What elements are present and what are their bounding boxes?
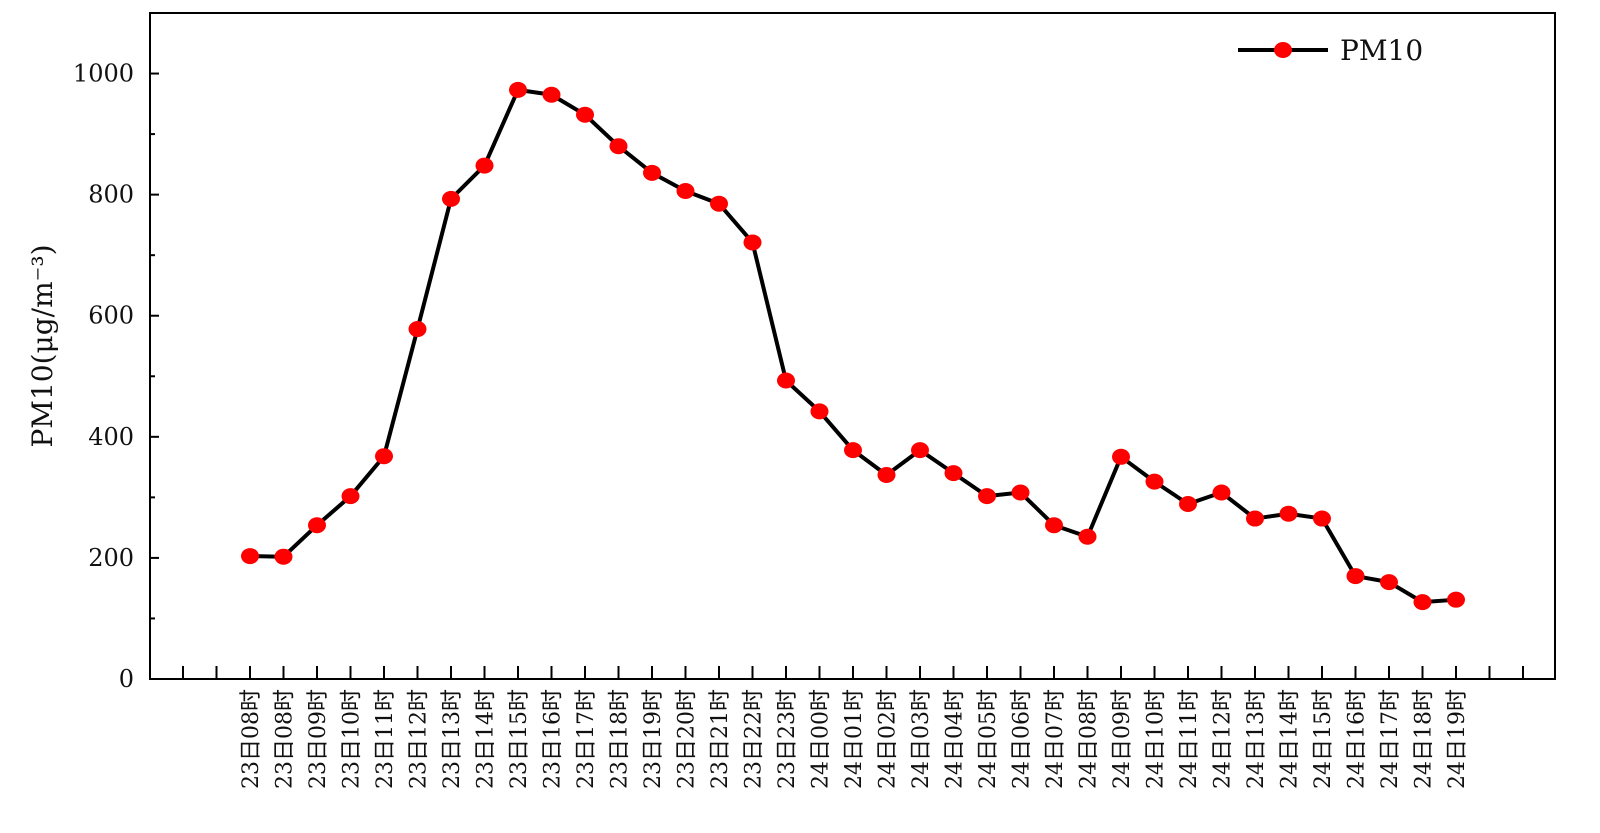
data-point xyxy=(844,442,862,459)
x-tick-label: 24日16时 xyxy=(1345,689,1370,789)
data-point xyxy=(1346,568,1365,585)
x-tick-label: 23日20时 xyxy=(675,689,700,789)
x-tick-label: 24日18时 xyxy=(1412,689,1437,789)
x-tick-label: 23日15时 xyxy=(507,689,532,789)
x-tick-label: 23日22时 xyxy=(742,689,767,789)
y-axis: 0 200 400 600 800 1000 xyxy=(73,60,159,693)
data-point xyxy=(1246,510,1264,527)
x-tick-label: 24日12时 xyxy=(1211,689,1236,789)
data-point xyxy=(944,465,963,482)
data-point xyxy=(274,548,293,565)
x-tick-label: 24日01时 xyxy=(842,689,867,789)
data-point xyxy=(978,488,996,505)
series-layer xyxy=(241,81,1465,611)
data-point xyxy=(542,86,561,103)
x-tick-label: 23日08时 xyxy=(239,689,264,789)
data-point xyxy=(509,81,527,98)
data-point xyxy=(911,442,929,459)
x-tick-label: 23日11时 xyxy=(373,689,398,789)
data-point xyxy=(1011,484,1030,501)
x-tick-label: 23日17时 xyxy=(574,689,599,789)
x-tick-label: 24日04时 xyxy=(943,689,968,789)
data-point xyxy=(1380,574,1398,591)
x-tick-label: 23日14时 xyxy=(474,689,499,789)
x-tick-label: 24日11时 xyxy=(1177,689,1202,789)
x-tick-label: 24日06时 xyxy=(1010,689,1035,789)
y-tick-label: 600 xyxy=(88,302,134,330)
data-point xyxy=(1413,594,1432,611)
x-tick-label: 23日21时 xyxy=(708,689,733,789)
legend-label: PM10 xyxy=(1340,34,1423,67)
x-tick-label: 23日18时 xyxy=(608,689,633,789)
data-point xyxy=(1112,448,1130,465)
data-point xyxy=(1179,496,1197,513)
x-tick-label: 24日17时 xyxy=(1378,689,1403,789)
plot-frame xyxy=(149,12,1556,680)
series-line xyxy=(249,87,1457,605)
data-point xyxy=(676,183,695,200)
data-point xyxy=(475,157,494,174)
x-tick-label: 24日02时 xyxy=(876,689,901,789)
x-tick-label: 24日05时 xyxy=(976,689,1001,789)
y-tick-label: 400 xyxy=(88,423,134,451)
x-tick-label: 24日19时 xyxy=(1445,689,1470,789)
x-tick-label: 24日00时 xyxy=(809,689,834,789)
data-point xyxy=(341,488,360,505)
x-tick-label: 23日19时 xyxy=(641,689,666,789)
data-point xyxy=(576,106,594,123)
legend-marker-swatch xyxy=(1274,42,1292,58)
x-tick-label: 24日08时 xyxy=(1077,689,1102,789)
data-point xyxy=(1045,517,1063,534)
x-tick-label: 23日08时 xyxy=(273,689,298,789)
y-tick-label: 1000 xyxy=(73,60,134,88)
x-axis: 23日08时 23日08时 23日09时 23日10时 23日11时 23日12时 23日1… xyxy=(182,666,1524,789)
data-point xyxy=(877,466,896,483)
data-point xyxy=(810,403,829,420)
x-tick-label: 23日23时 xyxy=(775,689,800,789)
data-point xyxy=(777,372,795,389)
x-tick-label: 24日09时 xyxy=(1110,689,1135,789)
x-tick-label: 24日15时 xyxy=(1311,689,1336,789)
x-tick-label: 23日16时 xyxy=(541,689,566,789)
data-point xyxy=(408,321,427,338)
data-point xyxy=(1313,510,1331,527)
x-tick-label: 24日13时 xyxy=(1244,689,1269,789)
y-tick-label: 200 xyxy=(88,544,134,572)
y-axis-title: PM10(μg/m⁻³) xyxy=(26,244,59,447)
data-point xyxy=(643,164,661,181)
data-point xyxy=(442,190,460,207)
data-point xyxy=(241,548,259,565)
data-point xyxy=(308,517,326,534)
x-tick-label: 24日10时 xyxy=(1144,689,1169,789)
x-tick-label: 24日03时 xyxy=(909,689,934,789)
legend: PM10 xyxy=(1238,34,1423,67)
data-point xyxy=(743,234,762,251)
data-point xyxy=(375,448,393,465)
y-tick-label: 0 xyxy=(119,665,134,693)
data-point xyxy=(1279,505,1298,522)
x-tick-label: 24日07时 xyxy=(1043,689,1068,789)
data-point xyxy=(710,195,728,212)
x-tick-label: 23日10时 xyxy=(340,689,365,789)
x-tick-label: 23日13时 xyxy=(440,689,465,789)
x-tick-label: 23日09时 xyxy=(306,689,331,789)
y-tick-label: 800 xyxy=(88,181,134,209)
data-point xyxy=(1212,484,1231,501)
data-point xyxy=(1078,528,1097,545)
data-point xyxy=(1145,473,1164,490)
x-tick-label: 24日14时 xyxy=(1278,689,1303,789)
data-point xyxy=(1447,591,1465,608)
x-tick-label: 23日12时 xyxy=(407,689,432,789)
data-point xyxy=(609,138,628,155)
